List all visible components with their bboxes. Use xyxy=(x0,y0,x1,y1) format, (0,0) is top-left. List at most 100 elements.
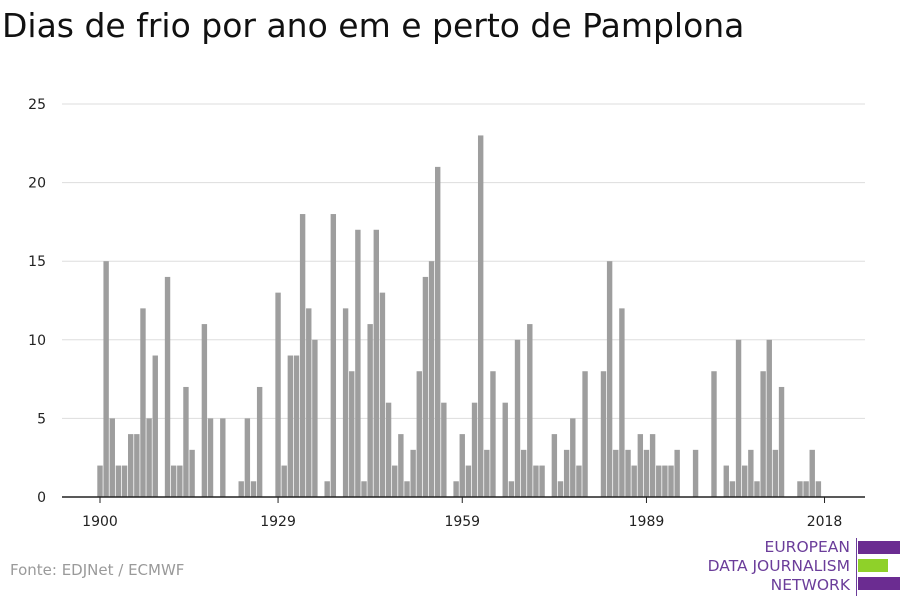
y-tick-label: 15 xyxy=(28,254,46,270)
bar xyxy=(729,481,736,497)
bar xyxy=(428,261,435,497)
bar xyxy=(471,402,478,497)
bar xyxy=(484,449,490,497)
bar xyxy=(533,465,539,497)
bar xyxy=(416,371,422,497)
bar xyxy=(256,386,263,497)
bar xyxy=(379,292,386,497)
bar xyxy=(748,449,754,497)
x-axis: 1900 1929 1959 1989 2018 xyxy=(62,496,865,530)
bar xyxy=(140,308,146,497)
bar xyxy=(563,449,570,497)
bar xyxy=(103,261,109,497)
bar xyxy=(250,481,257,497)
bar xyxy=(570,418,576,497)
bar xyxy=(275,292,281,497)
bar xyxy=(189,449,195,497)
bar xyxy=(582,371,588,497)
bar xyxy=(146,418,152,497)
bar xyxy=(220,418,226,497)
bar xyxy=(576,465,582,497)
bar xyxy=(115,465,122,497)
logo-text: EUROPEAN DATA JOURNALISM NETWORK xyxy=(708,538,850,595)
y-tick-label: 10 xyxy=(28,333,46,349)
bar xyxy=(797,481,803,497)
bar xyxy=(551,434,558,497)
x-tick-label: 1959 xyxy=(444,514,480,530)
bar xyxy=(121,465,128,497)
bar xyxy=(643,449,650,497)
y-tick-label: 5 xyxy=(37,411,46,427)
bar xyxy=(410,449,416,497)
x-tick-label: 1929 xyxy=(260,514,296,530)
bar xyxy=(527,324,533,497)
y-tick-label: 0 xyxy=(37,490,46,506)
logo-line-3: NETWORK xyxy=(770,576,850,594)
bar xyxy=(600,371,607,497)
logo-bar-purple-bottom xyxy=(858,577,900,590)
bar xyxy=(109,418,115,497)
x-tick-label: 2018 xyxy=(807,514,843,530)
bar xyxy=(631,465,637,497)
logo-line-1: EUROPEAN xyxy=(764,538,850,556)
bar xyxy=(342,308,349,497)
bar xyxy=(809,449,815,497)
logo-divider xyxy=(856,538,857,596)
bar xyxy=(656,465,662,497)
bar xyxy=(385,402,392,497)
bar xyxy=(735,339,742,497)
bar xyxy=(711,371,717,497)
x-tick-label: 1989 xyxy=(629,514,665,530)
bar xyxy=(502,402,508,497)
bar xyxy=(613,449,619,497)
edjnet-logo: EUROPEAN DATA JOURNALISM NETWORK xyxy=(706,538,900,596)
bar xyxy=(330,214,337,498)
bar xyxy=(97,465,103,497)
bar xyxy=(477,135,484,497)
bar xyxy=(293,355,300,497)
bar xyxy=(170,465,177,497)
grid-lines xyxy=(62,103,865,419)
bar xyxy=(668,465,674,497)
bar xyxy=(367,324,373,497)
bar xyxy=(760,371,766,497)
bar xyxy=(606,261,613,497)
bar xyxy=(514,339,521,497)
bar xyxy=(349,371,355,497)
bar xyxy=(778,386,785,497)
bar xyxy=(539,465,545,497)
bar xyxy=(177,465,183,497)
bar xyxy=(435,166,441,497)
bar xyxy=(361,481,367,497)
bar xyxy=(183,386,189,497)
bar xyxy=(520,449,527,497)
bar xyxy=(625,449,631,497)
chart-title: Dias de frio por ano em e perto de Pampl… xyxy=(2,6,745,45)
bar xyxy=(355,229,361,497)
y-axis-ticks: 0 5 10 15 20 25 xyxy=(28,97,46,506)
bar-chart: 0 5 10 15 20 25 1900 1929 1959 1989 2018 xyxy=(28,97,865,530)
y-tick-label: 20 xyxy=(28,176,46,192)
bar xyxy=(312,339,318,497)
bar xyxy=(306,308,312,497)
bar xyxy=(803,481,809,497)
bar xyxy=(201,324,208,497)
bar xyxy=(404,481,410,497)
bar xyxy=(373,229,379,497)
bar xyxy=(299,214,306,498)
bar xyxy=(287,355,294,497)
bar xyxy=(490,371,496,497)
bar xyxy=(392,465,398,497)
bar xyxy=(692,449,699,497)
bars xyxy=(97,135,822,498)
bar xyxy=(754,481,760,497)
bar xyxy=(742,465,748,497)
bar xyxy=(324,481,330,497)
bar xyxy=(723,465,729,497)
bar xyxy=(441,402,447,497)
source-note: Fonte: EDJNet / ECMWF xyxy=(10,561,185,579)
bar xyxy=(134,434,140,497)
bar xyxy=(207,418,214,497)
bar xyxy=(557,481,564,497)
bar xyxy=(772,449,779,497)
